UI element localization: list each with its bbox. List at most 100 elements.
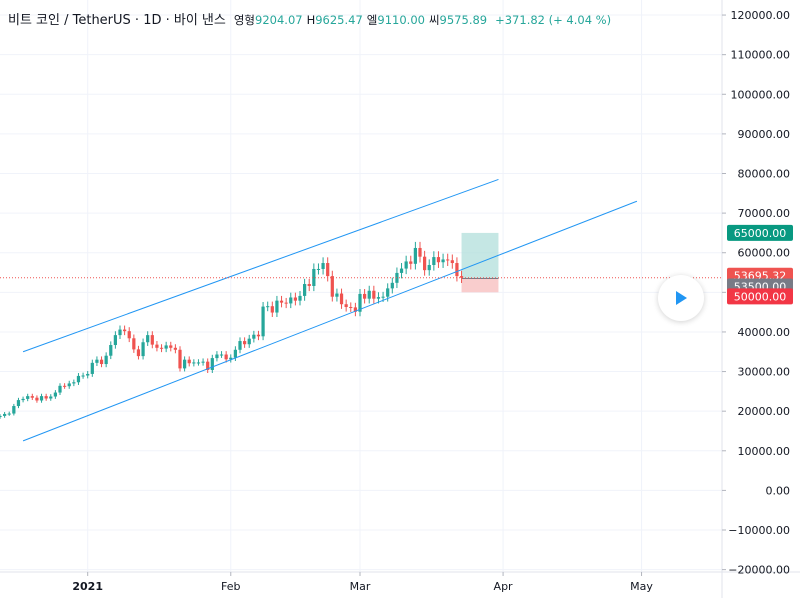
candle[interactable] bbox=[367, 290, 371, 299]
candle[interactable] bbox=[279, 300, 284, 303]
candle[interactable] bbox=[206, 361, 210, 370]
candle[interactable] bbox=[432, 257, 436, 266]
candle[interactable] bbox=[390, 282, 394, 289]
candle[interactable] bbox=[136, 349, 141, 357]
candle[interactable] bbox=[150, 335, 154, 345]
candle[interactable] bbox=[224, 354, 228, 360]
channel-upper-line[interactable] bbox=[22, 178, 499, 353]
candle[interactable] bbox=[86, 373, 90, 376]
candle[interactable] bbox=[21, 398, 25, 401]
candle[interactable] bbox=[275, 300, 279, 313]
candle[interactable] bbox=[3, 413, 7, 416]
candle[interactable] bbox=[376, 297, 381, 299]
candle[interactable] bbox=[99, 359, 104, 365]
candle[interactable] bbox=[418, 247, 422, 257]
candle[interactable] bbox=[58, 385, 62, 393]
candle[interactable] bbox=[76, 375, 81, 383]
candle[interactable] bbox=[446, 259, 450, 261]
candle[interactable] bbox=[219, 354, 224, 356]
stop-loss-zone[interactable] bbox=[461, 278, 499, 293]
candle[interactable] bbox=[381, 296, 385, 298]
candle[interactable] bbox=[293, 297, 297, 301]
candle[interactable] bbox=[81, 375, 85, 377]
candle[interactable] bbox=[63, 385, 67, 387]
candle[interactable] bbox=[459, 276, 464, 278]
candle[interactable] bbox=[316, 268, 321, 270]
candle[interactable] bbox=[178, 349, 182, 369]
candle[interactable] bbox=[67, 383, 71, 387]
candle[interactable] bbox=[321, 263, 325, 269]
candle[interactable] bbox=[330, 276, 334, 297]
candle[interactable] bbox=[187, 359, 191, 364]
candle[interactable] bbox=[173, 347, 177, 350]
candle[interactable] bbox=[247, 338, 251, 345]
candle[interactable] bbox=[39, 396, 44, 401]
symbol-title[interactable]: 비트 코인 / TetherUS · 1D · 바이 낸스 bbox=[8, 13, 226, 28]
candle[interactable] bbox=[183, 359, 187, 369]
candle[interactable] bbox=[298, 295, 302, 301]
candle[interactable] bbox=[349, 306, 353, 308]
candle[interactable] bbox=[289, 297, 293, 304]
candle[interactable] bbox=[266, 306, 270, 308]
candle[interactable] bbox=[256, 334, 261, 337]
candle[interactable] bbox=[372, 290, 376, 299]
play-button[interactable] bbox=[658, 275, 704, 321]
candle[interactable] bbox=[35, 397, 39, 401]
candle[interactable] bbox=[404, 261, 408, 269]
candle[interactable] bbox=[30, 396, 34, 398]
candle[interactable] bbox=[113, 335, 117, 346]
channel-lower-line[interactable] bbox=[22, 200, 638, 442]
candle[interactable] bbox=[441, 259, 445, 263]
candle[interactable] bbox=[358, 293, 362, 312]
candle[interactable] bbox=[233, 349, 237, 358]
candle[interactable] bbox=[229, 357, 233, 360]
candle[interactable] bbox=[16, 400, 21, 407]
candle[interactable] bbox=[413, 247, 417, 264]
candle[interactable] bbox=[455, 263, 459, 277]
candle[interactable] bbox=[12, 406, 16, 414]
candle[interactable] bbox=[303, 284, 307, 296]
candle[interactable] bbox=[450, 260, 454, 264]
candle[interactable] bbox=[307, 284, 311, 286]
candle[interactable] bbox=[399, 268, 404, 273]
candle[interactable] bbox=[353, 307, 357, 312]
candle[interactable] bbox=[95, 359, 99, 363]
candle[interactable] bbox=[7, 413, 11, 415]
candle[interactable] bbox=[386, 288, 390, 297]
candle[interactable] bbox=[261, 306, 265, 337]
candle[interactable] bbox=[127, 331, 131, 339]
candle[interactable] bbox=[123, 329, 127, 332]
candle[interactable] bbox=[159, 347, 164, 349]
candle[interactable] bbox=[196, 362, 201, 364]
candle[interactable] bbox=[164, 345, 168, 349]
candle[interactable] bbox=[53, 392, 57, 397]
candle[interactable] bbox=[363, 293, 367, 299]
candle[interactable] bbox=[0, 415, 2, 418]
candle[interactable] bbox=[270, 306, 274, 313]
candle[interactable] bbox=[326, 263, 330, 277]
candle[interactable] bbox=[26, 396, 30, 399]
candle[interactable] bbox=[169, 345, 173, 348]
candle[interactable] bbox=[109, 345, 113, 356]
candle[interactable] bbox=[423, 256, 427, 271]
candle[interactable] bbox=[132, 338, 136, 350]
candle[interactable] bbox=[90, 362, 94, 374]
candle[interactable] bbox=[284, 302, 288, 304]
candle[interactable] bbox=[252, 334, 256, 339]
candle[interactable] bbox=[192, 362, 196, 364]
candle[interactable] bbox=[238, 341, 242, 350]
profit-zone[interactable] bbox=[461, 232, 499, 279]
candle[interactable] bbox=[215, 354, 219, 359]
candle[interactable] bbox=[436, 257, 441, 263]
candle[interactable] bbox=[344, 304, 348, 307]
candle[interactable] bbox=[335, 293, 339, 297]
candle[interactable] bbox=[427, 265, 431, 271]
candle[interactable] bbox=[210, 358, 214, 370]
candle[interactable] bbox=[155, 344, 159, 348]
candle[interactable] bbox=[339, 293, 344, 305]
candle[interactable] bbox=[201, 361, 205, 363]
candle[interactable] bbox=[104, 355, 108, 365]
candle[interactable] bbox=[141, 342, 145, 357]
